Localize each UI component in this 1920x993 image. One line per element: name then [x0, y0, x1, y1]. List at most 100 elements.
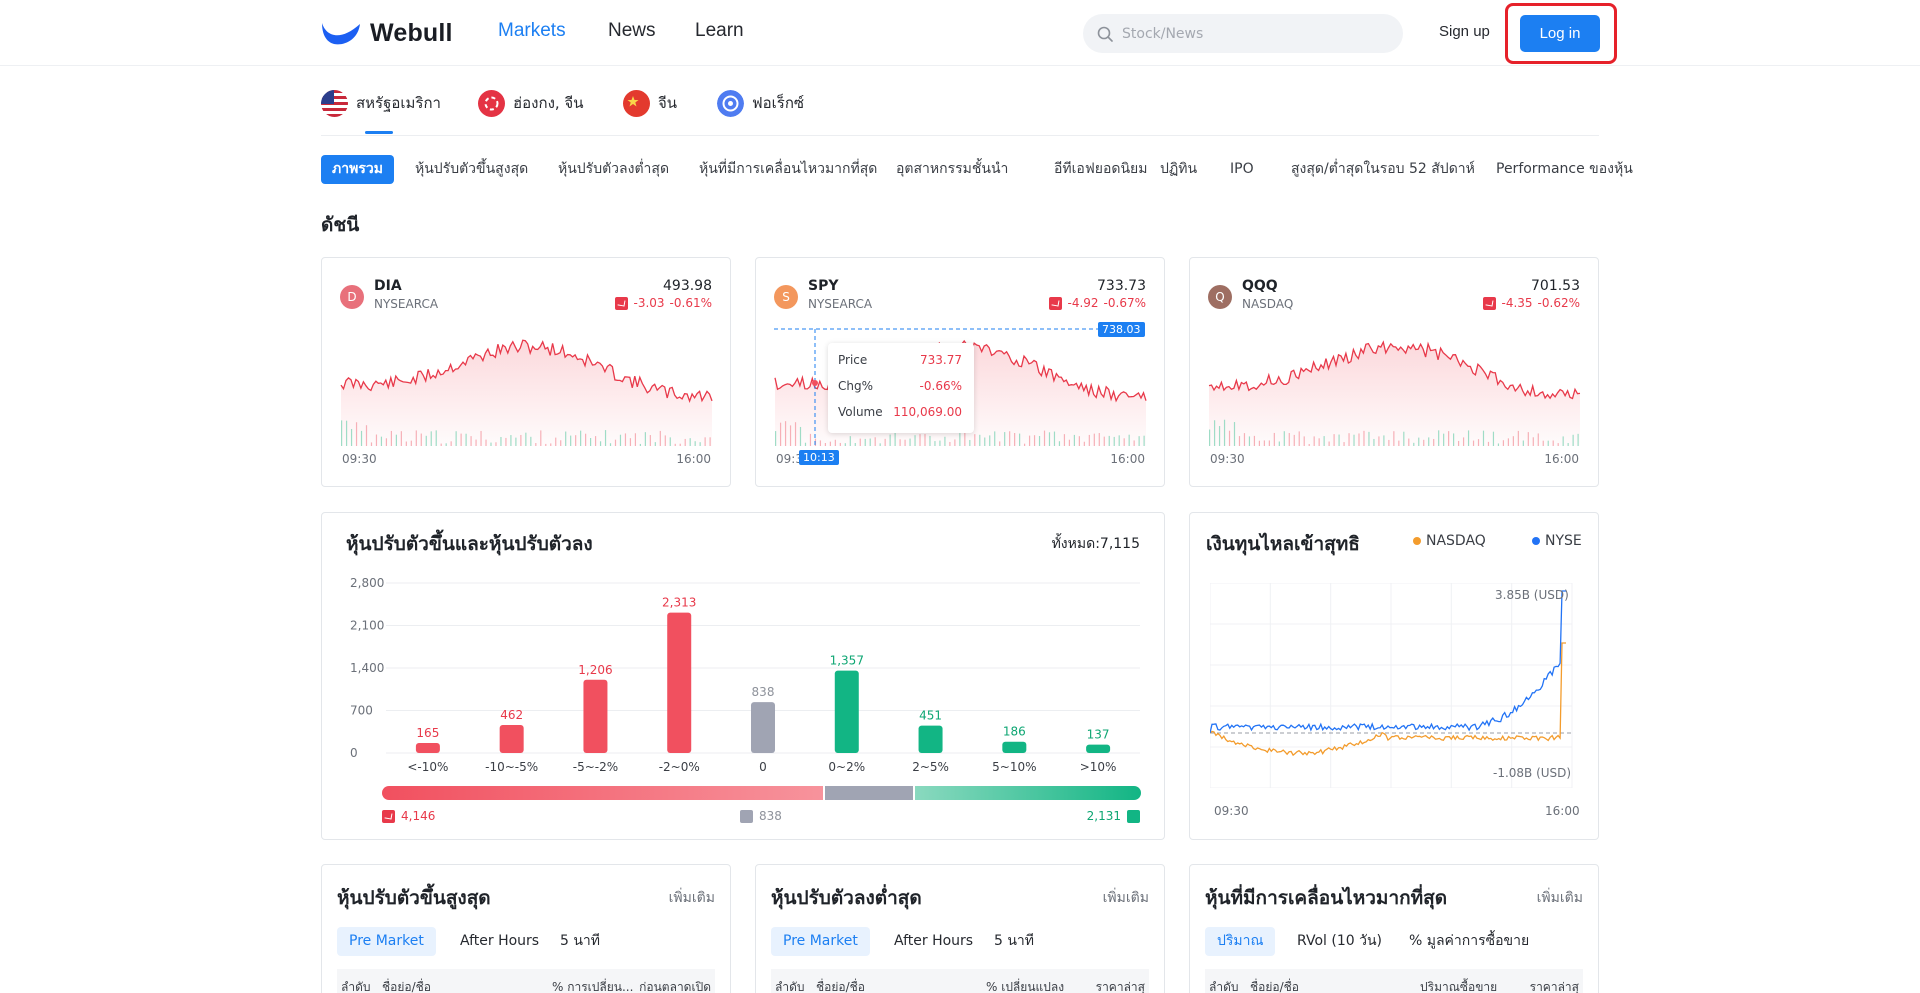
- search-input[interactable]: [1122, 25, 1382, 42]
- legend-nyse-label: NYSE: [1545, 533, 1582, 549]
- more-link[interactable]: เพิ่มเติม: [1102, 890, 1149, 906]
- volume-bar: [420, 433, 422, 446]
- volume-bar: [654, 442, 656, 446]
- index-change-value: -4.92: [1067, 296, 1099, 310]
- volume-bar: [599, 441, 602, 446]
- col-rank: ลำดับ: [775, 980, 805, 993]
- y-tick-label: 700: [350, 704, 373, 718]
- pill-5-min[interactable]: 5 นาที: [994, 933, 1035, 949]
- nav-markets[interactable]: Markets: [498, 20, 566, 41]
- volume-bar: [979, 434, 981, 446]
- volume-bar: [669, 437, 671, 446]
- volume-bar: [385, 438, 388, 446]
- subtab-calendar[interactable]: ปฏิทิน: [1160, 161, 1198, 177]
- webull-logo[interactable]: Webull: [320, 17, 453, 49]
- bar-value-label: 462: [500, 708, 523, 722]
- pill-volume[interactable]: ปริมาณ: [1205, 927, 1276, 956]
- search-box[interactable]: [1083, 14, 1403, 53]
- pill-turnover-pct[interactable]: % มูลค่าการซื้อขาย: [1409, 933, 1530, 949]
- pill-5-min[interactable]: 5 นาที: [560, 933, 601, 949]
- volume-bar: [709, 437, 711, 446]
- index-card-qqq[interactable]: Q QQQ NASDAQ 701.53 -4.35 -0.62% 09:30 1…: [1189, 257, 1599, 487]
- volume-bar: [644, 432, 646, 446]
- login-button[interactable]: Log in: [1520, 15, 1600, 52]
- index-change-pct: -0.61%: [669, 296, 712, 310]
- signup-link[interactable]: Sign up: [1439, 23, 1490, 40]
- subtab-52wk-high-low[interactable]: สูงสุด/ต่ำสุดในรอบ 52 สัปดาห์: [1291, 161, 1475, 177]
- volume-bar: [1348, 433, 1350, 446]
- volume-bar: [604, 430, 607, 446]
- volume-bar: [894, 430, 896, 446]
- volume-bar: [470, 436, 472, 446]
- volume-bar: [1108, 435, 1110, 446]
- volume-bar: [1009, 431, 1011, 446]
- volume-bar: [515, 437, 517, 446]
- volume-bar: [435, 430, 437, 446]
- region-tab-hk[interactable]: ฮ่องกง, จีน: [478, 88, 583, 118]
- volume-bar: [380, 436, 383, 446]
- volume-bar: [1393, 431, 1395, 446]
- category-label: 0~2%: [828, 760, 865, 774]
- more-link[interactable]: เพิ่มเติม: [1536, 890, 1583, 906]
- subtab-top-industries[interactable]: อุตสาหกรรมชั้นนำ: [896, 161, 1009, 177]
- subtab-ipo[interactable]: IPO: [1230, 161, 1254, 177]
- volume-bar: [450, 441, 452, 446]
- axis-end-time: 16:00: [1545, 804, 1580, 818]
- net-inflow-title: เงินทุนไหลเข้าสุทธิ: [1206, 533, 1360, 555]
- volume-bar: [1268, 440, 1270, 446]
- volume-bar: [1492, 431, 1495, 446]
- subtab-top-losers[interactable]: หุ้นปรับตัวลงต่ำสุด: [558, 161, 670, 177]
- list-title: หุ้นปรับตัวขึ้นสูงสุด: [337, 887, 491, 909]
- volume-bar: [819, 440, 822, 446]
- nav-learn[interactable]: Learn: [695, 20, 744, 41]
- subtab-top-gainers[interactable]: หุ้นปรับตัวขึ้นสูงสุด: [415, 161, 529, 177]
- volume-bar: [699, 442, 701, 446]
- volume-bar: [634, 433, 637, 446]
- volume-bar: [535, 443, 537, 446]
- pill-rvol[interactable]: RVol (10 วัน): [1297, 933, 1382, 949]
- subtab-popular-etfs[interactable]: อีทีเอฟยอดนิยม: [1054, 161, 1148, 177]
- index-card-dia[interactable]: D DIA NYSEARCA 493.98 -3.03 -0.61% 09:30…: [321, 257, 731, 487]
- subtab-stock-performance[interactable]: Performance ของหุ้น: [1496, 161, 1633, 177]
- category-label: -10~-5%: [485, 760, 538, 774]
- volume-bar: [530, 436, 532, 446]
- subtab-overview[interactable]: ภาพรวม: [321, 155, 394, 184]
- region-tab-forex[interactable]: ฟอเร็กซ์: [717, 88, 804, 118]
- bar-value-label: 838: [752, 685, 775, 699]
- index-card-spy[interactable]: S SPY NYSEARCA 733.73 -4.92 -0.67% 738.0…: [755, 257, 1165, 487]
- volume-bar: [859, 438, 861, 446]
- volume-bar: [1218, 426, 1221, 446]
- volume-bar: [1378, 436, 1380, 446]
- nav-news[interactable]: News: [608, 20, 656, 41]
- volume-bar: [1448, 431, 1450, 446]
- volume-bar: [794, 422, 797, 446]
- crosshair: [774, 328, 1104, 446]
- volume-bar: [505, 437, 507, 446]
- volume-bar: [1517, 430, 1519, 446]
- region-tab-cn[interactable]: จีน: [623, 88, 677, 118]
- more-link[interactable]: เพิ่มเติม: [668, 890, 715, 906]
- pill-pre-market[interactable]: Pre Market: [771, 927, 870, 956]
- pill-after-hours[interactable]: After Hours: [460, 933, 540, 949]
- volume-bar: [1308, 443, 1310, 446]
- top-losers-card: หุ้นปรับตัวลงต่ำสุด เพิ่มเติม Pre Market…: [755, 864, 1165, 993]
- volume-bar: [919, 434, 921, 446]
- bar-0: [415, 742, 440, 753]
- region-tab-us[interactable]: สหรัฐอเมริกา: [321, 88, 441, 118]
- volume-bar: [1143, 435, 1145, 446]
- volume-bar: [614, 439, 617, 446]
- volume-bar: [864, 438, 866, 446]
- volume-bar: [839, 442, 841, 446]
- bar-6: [918, 725, 943, 753]
- volume-bar: [500, 436, 502, 446]
- top-header: Webull Markets News Learn Sign up Log in: [0, 0, 1920, 66]
- subtab-most-active[interactable]: หุ้นที่มีการเคลื่อนไหวมากที่สุด: [699, 161, 878, 177]
- pill-pre-market[interactable]: Pre Market: [337, 927, 436, 956]
- pill-after-hours[interactable]: After Hours: [894, 933, 974, 949]
- volume-bar: [779, 422, 782, 446]
- volume-bar: [889, 434, 891, 446]
- y-tick-label: 2,100: [350, 619, 384, 633]
- volume-bar: [1048, 432, 1051, 446]
- volume-bar: [575, 435, 577, 446]
- volume-bar: [1273, 432, 1275, 446]
